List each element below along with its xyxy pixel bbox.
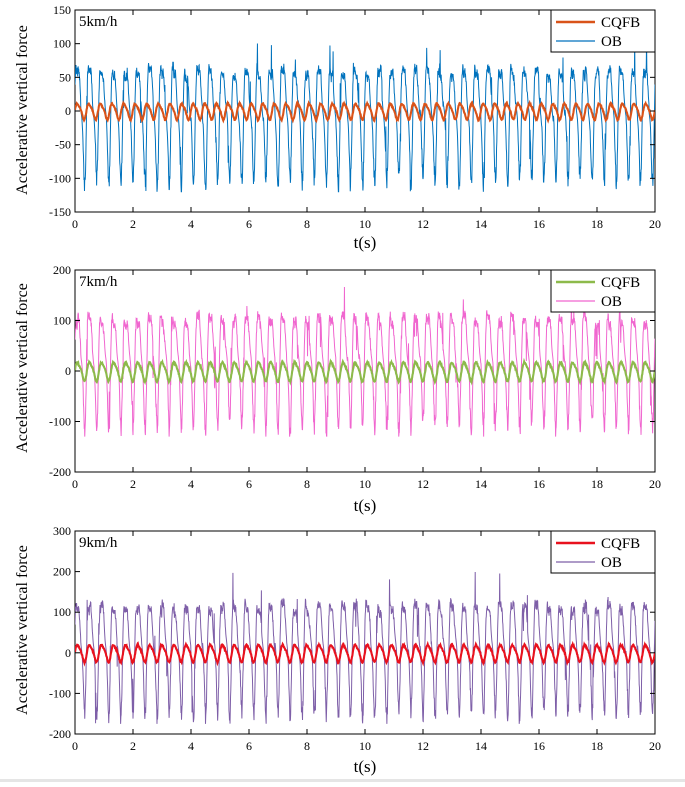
x-tick-label: 4 bbox=[188, 739, 194, 753]
speed-annotation: 5km/h bbox=[79, 14, 118, 30]
x-tick-label: 20 bbox=[649, 739, 661, 753]
y-axis-label: Accelerative vertical force bbox=[14, 545, 31, 715]
y-tick-label: 300 bbox=[53, 524, 71, 538]
x-tick-label: 0 bbox=[72, 739, 78, 753]
x-tick-label: 8 bbox=[304, 739, 310, 753]
x-tick-label: 16 bbox=[533, 217, 545, 231]
series-line-cqfb bbox=[75, 99, 655, 124]
legend-label-cqfb: CQFB bbox=[601, 275, 640, 291]
x-tick-label: 2 bbox=[130, 217, 136, 231]
x-tick-label: 18 bbox=[591, 217, 603, 231]
x-tick-label: 20 bbox=[649, 217, 661, 231]
legend-label-cqfb: CQFB bbox=[601, 536, 640, 552]
x-axis-label: t(s) bbox=[354, 757, 377, 776]
chart-panel-2: 0 2 4 6 8 10 12 14 16 18 20 200 100 0 -100 -200 t(s) Acce… bbox=[14, 263, 661, 515]
legend-label-ob: OB bbox=[601, 555, 622, 571]
y-tick-label: 0 bbox=[65, 104, 71, 118]
x-tick-label: 2 bbox=[130, 477, 136, 491]
x-tick-label: 20 bbox=[649, 477, 661, 491]
legend: CQFB OB bbox=[550, 269, 656, 313]
x-tick-label: 0 bbox=[72, 477, 78, 491]
x-tick-label: 18 bbox=[591, 739, 603, 753]
y-axis-label: Accelerative vertical force bbox=[14, 283, 31, 453]
x-tick-label: 6 bbox=[246, 217, 252, 231]
x-tick-label: 8 bbox=[304, 217, 310, 231]
y-tick-label: 200 bbox=[53, 565, 71, 579]
y-tick-label: -200 bbox=[49, 465, 71, 479]
series-line-cqfb bbox=[75, 640, 655, 667]
x-tick-label: 10 bbox=[359, 739, 371, 753]
legend-label-cqfb: CQFB bbox=[601, 15, 640, 31]
x-tick-label: 10 bbox=[359, 217, 371, 231]
y-tick-label: 100 bbox=[53, 37, 71, 51]
legend-box bbox=[550, 9, 656, 53]
x-tick-label: 6 bbox=[246, 739, 252, 753]
y-tick-label: 0 bbox=[65, 646, 71, 660]
x-tick-label: 2 bbox=[130, 739, 136, 753]
x-tick-label: 16 bbox=[533, 477, 545, 491]
legend-label-ob: OB bbox=[601, 34, 622, 50]
legend-label-ob: OB bbox=[601, 294, 622, 310]
x-tick-label: 10 bbox=[359, 477, 371, 491]
legend-box bbox=[550, 530, 656, 574]
x-tick-label: 18 bbox=[591, 477, 603, 491]
x-tick-label: 0 bbox=[72, 217, 78, 231]
y-tick-label: 100 bbox=[53, 314, 71, 328]
bottom-edge bbox=[0, 779, 685, 782]
x-tick-label: 12 bbox=[417, 477, 429, 491]
x-tick-label: 14 bbox=[475, 477, 487, 491]
x-tick-label: 12 bbox=[417, 739, 429, 753]
y-axis-label: Accelerative vertical force bbox=[14, 25, 31, 195]
y-tick-label: 0 bbox=[65, 364, 71, 378]
x-axis-label: t(s) bbox=[354, 233, 377, 252]
x-tick-label: 4 bbox=[188, 217, 194, 231]
y-tick-label: -100 bbox=[49, 415, 71, 429]
y-tick-label: -150 bbox=[49, 205, 71, 219]
y-tick-label: 50 bbox=[59, 70, 71, 84]
y-tick-label: -50 bbox=[55, 138, 71, 152]
series-line-ob bbox=[75, 40, 655, 193]
y-tick-label: -200 bbox=[49, 727, 71, 741]
x-axis-label: t(s) bbox=[354, 496, 377, 515]
x-tick-label: 14 bbox=[475, 739, 487, 753]
speed-annotation: 9km/h bbox=[79, 535, 118, 551]
legend: CQFB OB bbox=[550, 9, 656, 53]
x-tick-label: 6 bbox=[246, 477, 252, 491]
x-tick-label: 14 bbox=[475, 217, 487, 231]
y-tick-label: 100 bbox=[53, 605, 71, 619]
series-line-ob bbox=[75, 572, 655, 724]
y-tick-label: -100 bbox=[49, 686, 71, 700]
legend: CQFB OB bbox=[550, 530, 656, 574]
y-tick-label: 150 bbox=[53, 3, 71, 17]
series-line-ob bbox=[75, 287, 655, 437]
series-line-cqfb bbox=[75, 357, 655, 386]
legend-box bbox=[550, 269, 656, 313]
y-tick-label: -100 bbox=[49, 171, 71, 185]
speed-annotation: 7km/h bbox=[79, 274, 118, 290]
x-tick-label: 4 bbox=[188, 477, 194, 491]
x-tick-label: 16 bbox=[533, 739, 545, 753]
chart-panel-1: 0 2 4 6 8 10 12 14 16 18 20 150 100 50 0 -50 -100 -150 t(s… bbox=[14, 3, 661, 252]
x-tick-label: 8 bbox=[304, 477, 310, 491]
x-tick-label: 12 bbox=[417, 217, 429, 231]
chart-panel-3: 0 2 4 6 8 10 12 14 16 18 20 300 200 100 0 -100 -200 t(s) A… bbox=[14, 524, 661, 776]
y-tick-label: 200 bbox=[53, 263, 71, 277]
